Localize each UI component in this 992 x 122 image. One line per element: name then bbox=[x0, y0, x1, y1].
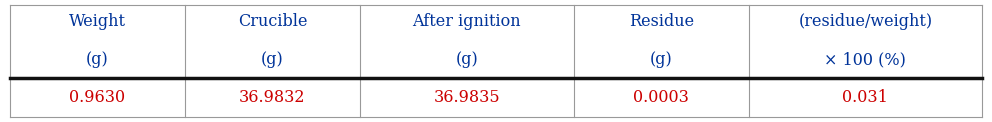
Text: × 100 (%): × 100 (%) bbox=[824, 51, 907, 68]
Text: After ignition: After ignition bbox=[413, 13, 521, 30]
Text: 0.9630: 0.9630 bbox=[69, 89, 125, 106]
Text: (g): (g) bbox=[455, 51, 478, 68]
Text: Residue: Residue bbox=[629, 13, 693, 30]
Text: 0.031: 0.031 bbox=[842, 89, 889, 106]
Text: 0.0003: 0.0003 bbox=[633, 89, 689, 106]
Text: (g): (g) bbox=[261, 51, 284, 68]
Text: Weight: Weight bbox=[68, 13, 126, 30]
Text: 36.9835: 36.9835 bbox=[434, 89, 500, 106]
Text: (g): (g) bbox=[86, 51, 109, 68]
Text: (g): (g) bbox=[650, 51, 673, 68]
Text: Crucible: Crucible bbox=[238, 13, 308, 30]
Text: (residue/weight): (residue/weight) bbox=[799, 13, 932, 30]
Text: 36.9832: 36.9832 bbox=[239, 89, 306, 106]
